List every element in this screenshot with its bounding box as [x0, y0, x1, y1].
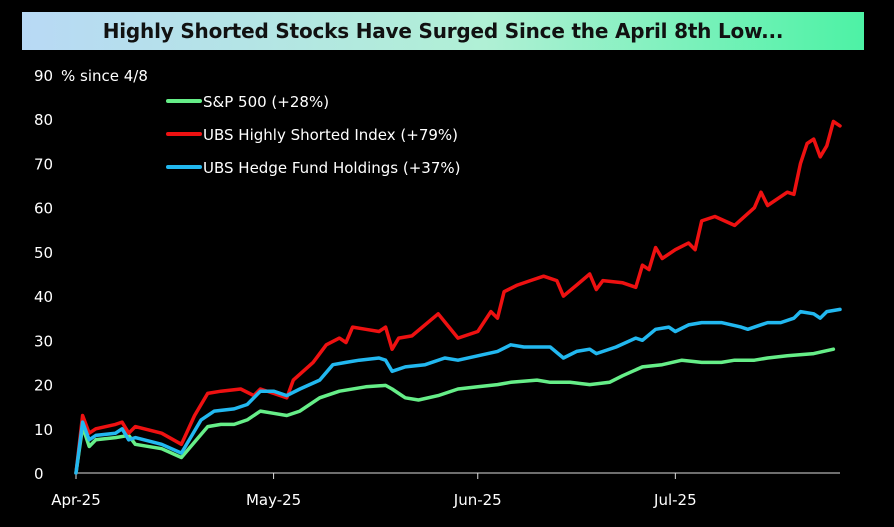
y-tick-label: 90: [34, 67, 53, 85]
y-tick-label: 10: [34, 421, 53, 439]
series-line-3: [74, 307, 842, 475]
legend-label: UBS Highly Shorted Index (+79%): [203, 126, 458, 144]
series-line-1: [74, 347, 836, 475]
y-tick-label: 20: [34, 377, 53, 395]
y-tick-label: 50: [34, 244, 53, 262]
y-tick-label: 70: [34, 155, 53, 173]
y-tick-label: 40: [34, 288, 53, 306]
x-tick-label: Jun-25: [453, 491, 502, 509]
chart-title-bar: Highly Shorted Stocks Have Surged Since …: [22, 12, 864, 50]
y-axis-label: % since 4/8: [61, 67, 148, 85]
x-tick-label: Apr-25: [51, 491, 101, 509]
series-line-2: [74, 119, 842, 475]
y-tick-label: 60: [34, 200, 53, 218]
x-tick-label: May-25: [246, 491, 301, 509]
legend-label: UBS Hedge Fund Holdings (+37%): [203, 159, 461, 177]
y-tick-label: 0: [34, 465, 44, 483]
legend-label: S&P 500 (+28%): [203, 93, 329, 111]
chart-title: Highly Shorted Stocks Have Surged Since …: [102, 19, 784, 43]
y-tick-label: 80: [34, 111, 53, 129]
x-tick-label: Jul-25: [653, 491, 697, 509]
y-tick-label: 30: [34, 332, 53, 350]
